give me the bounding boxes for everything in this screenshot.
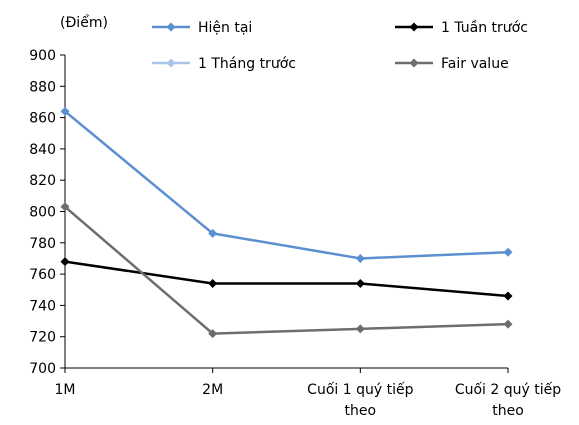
data-point	[355, 278, 365, 288]
data-point	[208, 329, 218, 339]
x-tick-label: Cuối 2 quý tiếp	[455, 381, 561, 398]
x-tick-label: Cuối 1 quý tiếp	[307, 381, 413, 398]
y-tick-label: 740	[29, 298, 56, 314]
data-point	[503, 247, 513, 257]
series-line	[64, 205, 509, 335]
data-point	[208, 278, 218, 288]
x-tick-label: 1M	[55, 382, 76, 398]
y-tick-label: 800	[29, 205, 56, 221]
data-point	[60, 202, 70, 212]
y-tick-label: 840	[29, 142, 56, 158]
legend-marker	[409, 22, 419, 32]
legend-marker	[166, 58, 176, 68]
data-point	[503, 291, 513, 301]
y-tick-label: 720	[29, 330, 56, 346]
legend-marker	[409, 58, 419, 68]
y-tick-label: 780	[29, 236, 56, 252]
data-point	[503, 319, 513, 329]
x-tick-label: theo	[345, 403, 377, 419]
y-tick-label: 900	[29, 48, 56, 64]
data-point	[355, 324, 365, 334]
series-line	[64, 260, 509, 298]
x-tick-label: theo	[492, 403, 524, 419]
y-tick-label: 820	[29, 173, 56, 189]
series-line	[64, 110, 509, 260]
legend: Hiện tại 1 Tuần trước 1 Tháng trước Fair va…	[152, 20, 528, 72]
x-ticks: 1M 2M Cuối 1 quý tiếp theo Cuối 2 quý tiếp th…	[55, 368, 561, 419]
y-axis-label: (Điểm)	[60, 14, 108, 31]
series-group	[60, 106, 513, 339]
y-tick-label: 700	[29, 361, 56, 377]
data-point	[208, 228, 218, 238]
legend-marker	[166, 22, 176, 32]
data-point	[355, 253, 365, 263]
legend-label: 1 Tháng trước	[198, 56, 296, 72]
data-point	[60, 106, 70, 116]
y-tick-label: 880	[29, 79, 56, 95]
x-tick-label: 2M	[202, 382, 223, 398]
data-point	[60, 257, 70, 267]
axes	[64, 55, 508, 369]
legend-label: 1 Tuần trước	[441, 20, 528, 36]
y-ticks: 700 720 740 760 780 800 820 840 860 880 900	[29, 48, 65, 377]
legend-label: Hiện tại	[198, 20, 252, 36]
y-tick-label: 860	[29, 111, 56, 127]
legend-label: Fair value	[441, 56, 509, 72]
y-tick-label: 760	[29, 267, 56, 283]
